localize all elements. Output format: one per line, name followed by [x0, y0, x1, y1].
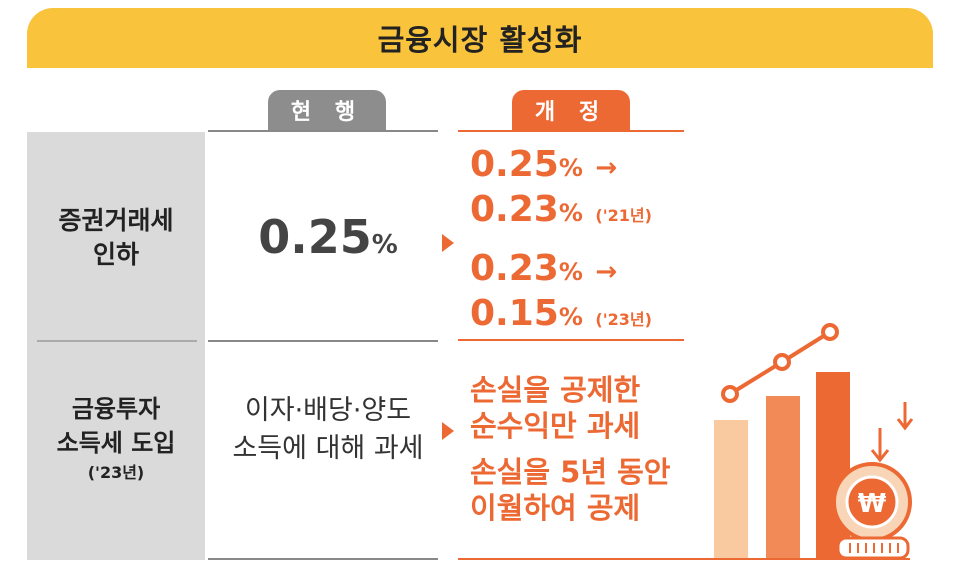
row1-revised2-from-unit: % — [558, 258, 583, 286]
row1-revised1-to: 0.23 — [470, 189, 559, 230]
current-header-line — [208, 130, 438, 132]
row1-revised2-to: 0.15 — [470, 293, 559, 334]
row1-current-value: 0.25 — [258, 210, 372, 264]
row2-label-line3: ('23년) — [87, 463, 145, 482]
row1-revised1-to-unit: % — [558, 199, 583, 227]
row-divider-revised — [458, 339, 684, 341]
row1-current-rate: 0.25% — [208, 210, 448, 264]
row1-label-line1: 증권거래세 — [58, 206, 174, 235]
trend-point — [773, 353, 791, 371]
bar-light — [714, 420, 748, 558]
row1-revised-block2: 0.23% → 0.15% ('23년) — [470, 248, 652, 341]
row1-label: 증권거래세 인하 — [27, 204, 205, 272]
row1-revised1-line2: 0.23% ('21년) — [470, 189, 652, 237]
row2-revised-line3: 손실을 5년 동안 — [470, 455, 671, 489]
right-arrow-icon: → — [595, 153, 618, 183]
row2-revised-text-b: 손실을 5년 동안 이월하여 공제 — [470, 454, 670, 526]
right-arrow-icon: → — [595, 257, 618, 287]
row1-arrow-icon — [442, 234, 454, 252]
growth-illustration: ₩ — [714, 323, 914, 560]
row2-label: 금융투자 소득세 도입 ('23년) — [27, 392, 205, 486]
row1-revised2-year: ('23년) — [595, 310, 652, 329]
row2-revised-line1: 손실을 공제한 — [470, 373, 641, 407]
tab-revised: 개 정 — [512, 90, 630, 130]
row1-revised1-from: 0.25 — [470, 144, 559, 185]
row1-revised2-line2: 0.15% ('23년) — [470, 293, 652, 341]
coin-symbol: ₩ — [858, 489, 887, 519]
row1-revised2-to-unit: % — [558, 303, 583, 331]
bottom-line-revised — [458, 558, 910, 560]
row-divider-current — [208, 340, 438, 342]
down-arrow-icon — [896, 402, 914, 431]
row2-current-line2: 소득에 대해 과세 — [232, 433, 424, 464]
row2-revised-line4: 이월하여 공제 — [470, 491, 641, 525]
row-divider-left — [37, 340, 197, 342]
label-column — [27, 132, 205, 560]
row2-label-line1: 금융투자 — [71, 395, 161, 423]
row1-revised1-year: ('21년) — [595, 206, 652, 225]
down-arrow-icon — [870, 428, 890, 463]
row2-current-text: 이자·배당·양도 소득에 대해 과세 — [208, 392, 448, 468]
row1-revised-block1: 0.25% → 0.23% ('21년) — [470, 144, 652, 237]
row1-revised1-from-unit: % — [558, 154, 583, 182]
bottom-line-current — [208, 558, 438, 560]
trend-point — [721, 385, 739, 403]
row2-revised-text: 손실을 공제한 순수익만 과세 — [470, 372, 640, 444]
row2-current-line1: 이자·배당·양도 — [244, 395, 412, 426]
page-title: 금융시장 활성화 — [27, 8, 933, 68]
revised-header-line — [458, 130, 684, 132]
row1-current-unit: % — [371, 230, 398, 260]
row1-revised2-from: 0.23 — [470, 248, 559, 289]
bar-mid — [766, 396, 800, 558]
row2-revised-line2: 순수익만 과세 — [470, 409, 641, 443]
row1-label-line2: 인하 — [92, 240, 139, 269]
trend-point — [821, 323, 839, 341]
row2-label-line2: 소득세 도입 — [56, 429, 176, 457]
row1-revised1-line1: 0.25% → — [470, 144, 652, 189]
tab-current: 현 행 — [268, 90, 386, 130]
row1-revised2-line1: 0.23% → — [470, 248, 652, 293]
row2-arrow-icon — [442, 422, 454, 440]
